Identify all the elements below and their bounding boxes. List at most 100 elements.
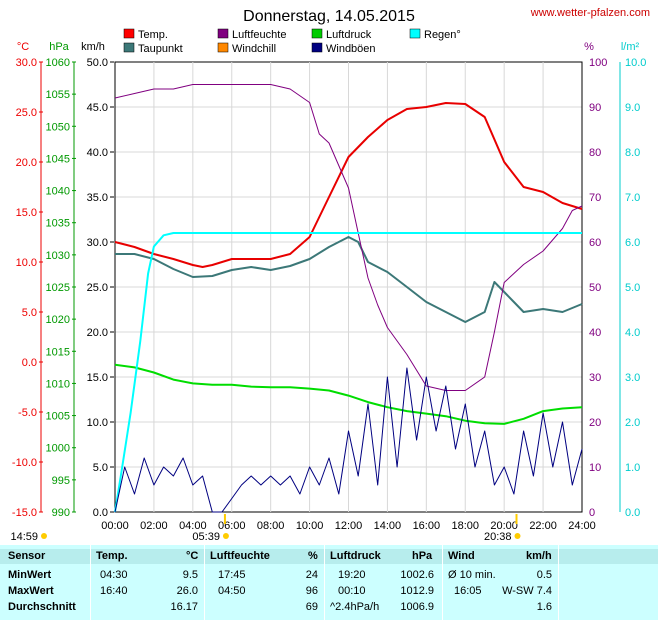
axis-unit-label: %: [584, 41, 594, 53]
y-tick-label: 5.0: [22, 307, 37, 319]
y-tick-label: 20: [589, 417, 601, 429]
y-tick-label: 40.0: [87, 147, 108, 159]
series-line-temp: [114, 102, 583, 268]
y-tick-label: 1035: [46, 218, 70, 230]
y-tick-label: 30: [589, 372, 601, 384]
col-hum-unit: %: [308, 550, 318, 562]
x-tick-label: 16:00: [413, 520, 441, 532]
y-tick-label: 1.0: [625, 462, 640, 474]
table-row: MinWert 04:30 9.5 17:45 24 19:20 1002.6 …: [8, 569, 552, 581]
y-tick-label: 10.0: [87, 417, 108, 429]
col-hum: Luftfeuchte: [210, 550, 270, 562]
y-tick-label: 10: [589, 462, 601, 474]
y-tick-label: 20.0: [16, 157, 37, 169]
y-tick-label: 90: [589, 102, 601, 114]
y-tick-label: 25.0: [87, 282, 108, 294]
y-tick-label: 1025: [46, 282, 70, 294]
y-tick-label: 0: [589, 507, 595, 519]
sunset-icon: [514, 533, 521, 539]
statistics-table: Sensor Temp. °C Luftfeuchte % Luftdruck …: [0, 545, 658, 620]
y-tick-label: 80: [589, 147, 601, 159]
x-tick-label: 14:00: [374, 520, 402, 532]
table-row: Durchschnitt 16.17 69 ^2.4hPa/h 1006.9 1…: [8, 601, 552, 613]
y-tick-label: 5.0: [93, 462, 108, 474]
series-line-luftdruck: [114, 363, 583, 425]
y-tick-label: 35.0: [87, 192, 108, 204]
y-tick-label: 1040: [46, 186, 70, 198]
col-sensor: Sensor: [8, 550, 46, 562]
x-tick-label: 04:00: [179, 520, 207, 532]
y-tick-label: -15.0: [12, 507, 37, 519]
x-tick-label: 24:00: [568, 520, 596, 532]
col-press-unit: hPa: [412, 550, 433, 562]
y-tick-label: 995: [52, 475, 70, 487]
x-tick-label: 06:00: [218, 520, 246, 532]
website-label: www.wetter-pfalzen.com: [530, 7, 650, 19]
x-tick-label: 20:00: [490, 520, 518, 532]
y-tick-label: 100: [589, 57, 607, 69]
table-header: Sensor Temp. °C Luftfeuchte % Luftdruck …: [0, 549, 658, 564]
legend-label: Luftdruck: [326, 29, 372, 41]
series-line-luftfeuchte: [114, 84, 583, 391]
sunrise-icon: [222, 533, 229, 539]
y-tick-label: 3.0: [625, 372, 640, 384]
series-line-windb-en: [114, 367, 583, 513]
y-tick-label: 7.0: [625, 192, 640, 204]
y-tick-label: 2.0: [625, 417, 640, 429]
y-tick-label: 15.0: [16, 207, 37, 219]
y-tick-label: 9.0: [625, 102, 640, 114]
col-wind: Wind: [448, 550, 475, 562]
y-tick-label: 990: [52, 507, 70, 519]
legend-swatch: [123, 42, 135, 53]
sunrise-label: 05:39: [192, 531, 220, 543]
y-tick-label: 1010: [46, 378, 70, 390]
x-tick-label: 02:00: [140, 520, 168, 532]
legend-label: Windböen: [326, 43, 376, 55]
weather-chart: Donnerstag, 14.05.2015 www.wetter-pfalzen…: [10, 7, 650, 543]
y-tick-label: 1000: [46, 443, 70, 455]
y-tick-label: -10.0: [12, 457, 37, 469]
y-tick-label: 1005: [46, 411, 70, 423]
y-tick-label: 5.0: [625, 282, 640, 294]
axis-unit-label: l/m²: [621, 41, 640, 53]
y-tick-label: 10.0: [16, 257, 37, 269]
y-tick-label: 4.0: [625, 327, 640, 339]
y-tick-label: 60: [589, 237, 601, 249]
legend-swatch: [311, 42, 323, 53]
y-tick-label: 1055: [46, 89, 70, 101]
y-tick-label: 1020: [46, 314, 70, 326]
legend-swatch: [217, 28, 229, 39]
col-temp: Temp.: [96, 550, 128, 562]
y-tick-label: 40: [589, 327, 601, 339]
y-tick-label: 30.0: [16, 57, 37, 69]
x-tick-label: 18:00: [451, 520, 479, 532]
axis-unit-label: km/h: [81, 41, 105, 53]
y-tick-label: 1045: [46, 153, 70, 165]
y-tick-label: 10.0: [625, 57, 646, 69]
y-tick-label: 25.0: [16, 107, 37, 119]
y-tick-label: 15.0: [87, 372, 108, 384]
y-tick-label: -5.0: [18, 407, 37, 419]
y-tick-label: 8.0: [625, 147, 640, 159]
legend-swatch: [217, 42, 229, 53]
y-tick-label: 45.0: [87, 102, 108, 114]
legend-label: Regen°: [424, 29, 461, 41]
y-tick-label: 20.0: [87, 327, 108, 339]
daylight-label: 14:59: [10, 531, 38, 543]
y-tick-label: 1050: [46, 121, 70, 133]
x-tick-label: 12:00: [335, 520, 363, 532]
legend-label: Luftfeuchte: [232, 29, 286, 41]
legend-swatch: [409, 28, 421, 39]
y-tick-label: 0.0: [625, 507, 640, 519]
y-tick-label: 70: [589, 192, 601, 204]
series-line-taupunkt: [115, 236, 583, 323]
legend-swatch: [311, 28, 323, 39]
y-tick-label: 1060: [46, 57, 70, 69]
legend-swatch: [123, 28, 135, 39]
chart-title: Donnerstag, 14.05.2015: [243, 8, 415, 25]
legend-label: Taupunkt: [138, 43, 183, 55]
y-tick-label: 0.0: [22, 357, 37, 369]
y-tick-label: 6.0: [625, 237, 640, 249]
axis-unit-label: hPa: [49, 41, 69, 53]
y-tick-label: 0.0: [93, 507, 108, 519]
